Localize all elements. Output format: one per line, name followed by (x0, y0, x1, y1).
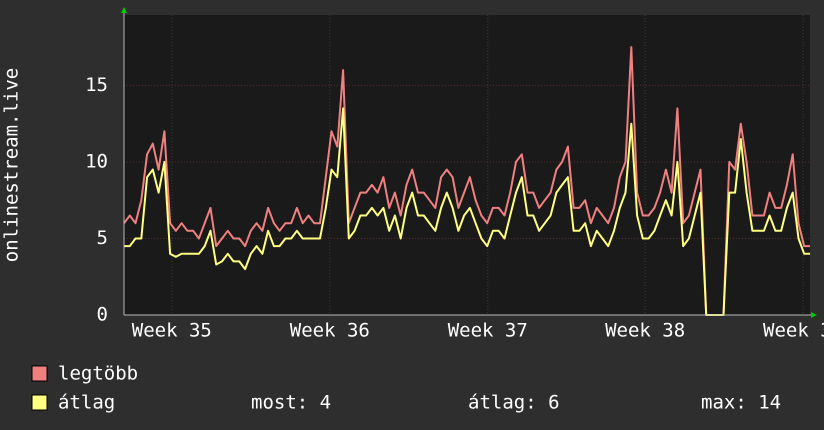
legend-stat: átlag: 6 (468, 392, 560, 414)
y-tick-label: 10 (85, 150, 108, 172)
x-arrow (811, 312, 817, 318)
y-tick-label: 5 (97, 227, 108, 249)
x-tick-label: Week 38 (605, 320, 685, 342)
series-line (124, 107, 810, 316)
legend-label: legtöbb (58, 363, 138, 385)
legend-label: átlag (58, 392, 115, 414)
x-tick-label: Week 35 (132, 320, 212, 342)
legend-swatch (31, 394, 48, 411)
legend: legtöbb átlag most: 4 átlag: 6 max: 14 (31, 363, 781, 414)
y-arrow (121, 7, 127, 13)
legend-swatch (31, 365, 48, 382)
legend-stat: most: 4 (251, 392, 331, 414)
legend-stat: max: 14 (701, 392, 781, 414)
lines (123, 46, 810, 316)
plot-area (124, 15, 810, 315)
x-tick-label: Week 37 (448, 320, 528, 342)
x-tick-label: Week 36 (290, 320, 370, 342)
series-line (123, 46, 810, 316)
y-tick-label: 0 (97, 304, 108, 326)
y-axis-label: onlinestream.live (1, 68, 23, 262)
y-tick-label: 15 (85, 74, 108, 96)
x-tick-label: Week 39 (763, 320, 824, 342)
